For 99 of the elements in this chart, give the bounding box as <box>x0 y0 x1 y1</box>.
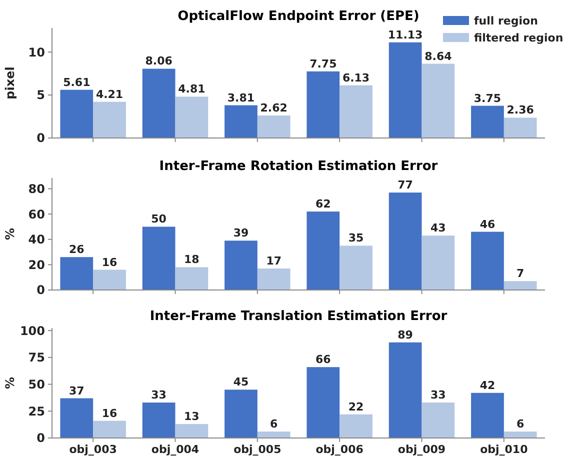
y-tick-label: 5 <box>36 88 45 102</box>
y-tick-label: 20 <box>28 258 45 272</box>
bar <box>422 236 455 290</box>
bar <box>60 90 94 138</box>
bar <box>60 398 94 438</box>
bar <box>224 390 258 438</box>
data-label: 33 <box>430 388 446 402</box>
x-tick-label: obj_010 <box>480 443 528 456</box>
data-label: 62 <box>315 198 331 211</box>
bar <box>422 402 455 438</box>
bar <box>422 64 455 138</box>
chart-title: Inter-Frame Rotation Estimation Error <box>159 159 438 174</box>
data-label: 2.62 <box>260 101 288 114</box>
bar <box>175 96 208 138</box>
data-label: 42 <box>480 378 496 392</box>
data-label: 2.36 <box>506 104 534 117</box>
legend-label: full region <box>474 14 538 28</box>
bar <box>306 367 340 438</box>
y-tick-label: 50 <box>28 377 45 392</box>
y-tick-label: 40 <box>28 232 45 247</box>
x-tick-label: obj_005 <box>234 443 282 456</box>
data-label: 45 <box>233 376 249 389</box>
data-label: 5.61 <box>63 76 90 89</box>
bar <box>142 68 176 138</box>
bar <box>388 192 422 290</box>
y-axis-title: pixel <box>3 66 17 100</box>
data-label: 37 <box>68 384 84 398</box>
bar <box>142 402 176 438</box>
bar <box>388 342 422 438</box>
x-tick-label: obj_003 <box>69 443 117 456</box>
y-axis-title: % <box>3 228 17 240</box>
bar <box>142 226 176 290</box>
y-tick-label: 0 <box>36 283 45 298</box>
bar <box>340 414 372 438</box>
bar <box>504 281 537 290</box>
y-tick-label: 60 <box>28 207 45 222</box>
data-label: 6 <box>270 418 278 431</box>
data-label: 16 <box>102 256 118 269</box>
bar <box>257 268 290 290</box>
bar <box>175 424 208 438</box>
bar <box>504 118 537 138</box>
bar <box>93 420 126 438</box>
bar <box>257 115 290 138</box>
x-tick-label: obj_009 <box>398 443 446 456</box>
bar <box>388 42 422 138</box>
data-label: 3.81 <box>227 91 255 104</box>
bar <box>340 85 372 138</box>
chart-title: Inter-Frame Translation Estimation Error <box>150 309 448 324</box>
legend-label: filtered region <box>474 31 564 44</box>
data-label: 22 <box>348 400 364 414</box>
bar <box>504 432 537 438</box>
data-label: 8.64 <box>424 50 452 63</box>
bar <box>306 71 340 138</box>
data-label: 6.13 <box>342 71 370 84</box>
bar <box>60 257 94 290</box>
data-label: 11.13 <box>388 28 423 42</box>
bar <box>175 267 208 290</box>
bar <box>340 246 372 290</box>
data-label: 4.81 <box>178 82 206 96</box>
data-label: 17 <box>266 254 282 268</box>
bar <box>471 392 504 438</box>
data-label: 8.06 <box>145 54 173 68</box>
data-label: 13 <box>184 410 200 424</box>
y-tick-label: 25 <box>28 404 45 418</box>
y-tick-label: 80 <box>28 182 45 196</box>
y-tick-label: 0 <box>36 431 45 446</box>
x-tick-label: obj_006 <box>316 443 364 456</box>
bar <box>93 270 126 290</box>
data-label: 39 <box>233 226 249 240</box>
data-label: 35 <box>348 232 364 245</box>
data-label: 3.75 <box>474 92 502 105</box>
bar <box>306 212 340 290</box>
y-tick-label: 10 <box>28 45 45 60</box>
data-label: 7 <box>516 267 524 280</box>
data-label: 18 <box>184 253 200 266</box>
data-label: 66 <box>315 353 332 366</box>
data-label: 6 <box>516 418 525 431</box>
data-label: 77 <box>398 178 413 192</box>
data-label: 43 <box>430 222 446 235</box>
data-label: 33 <box>151 388 166 402</box>
data-label: 50 <box>151 212 167 226</box>
y-tick-label: 100 <box>20 324 45 338</box>
bar <box>257 432 290 438</box>
bar <box>224 240 258 290</box>
y-tick-label: 0 <box>36 131 45 146</box>
bar <box>224 105 258 138</box>
data-label: 89 <box>398 328 413 342</box>
y-tick-label: 75 <box>28 350 45 365</box>
bar <box>471 232 504 290</box>
x-tick-label: obj_004 <box>151 443 200 456</box>
data-label: 7.75 <box>310 57 337 70</box>
chart-title: OpticalFlow Endpoint Error (EPE) <box>178 9 420 24</box>
data-label: 46 <box>480 218 496 231</box>
y-axis-title: % <box>3 376 17 390</box>
bar <box>471 106 504 138</box>
data-label: 4.21 <box>96 88 124 101</box>
data-label: 26 <box>68 243 85 256</box>
bar <box>93 102 126 138</box>
data-label: 16 <box>102 406 118 420</box>
